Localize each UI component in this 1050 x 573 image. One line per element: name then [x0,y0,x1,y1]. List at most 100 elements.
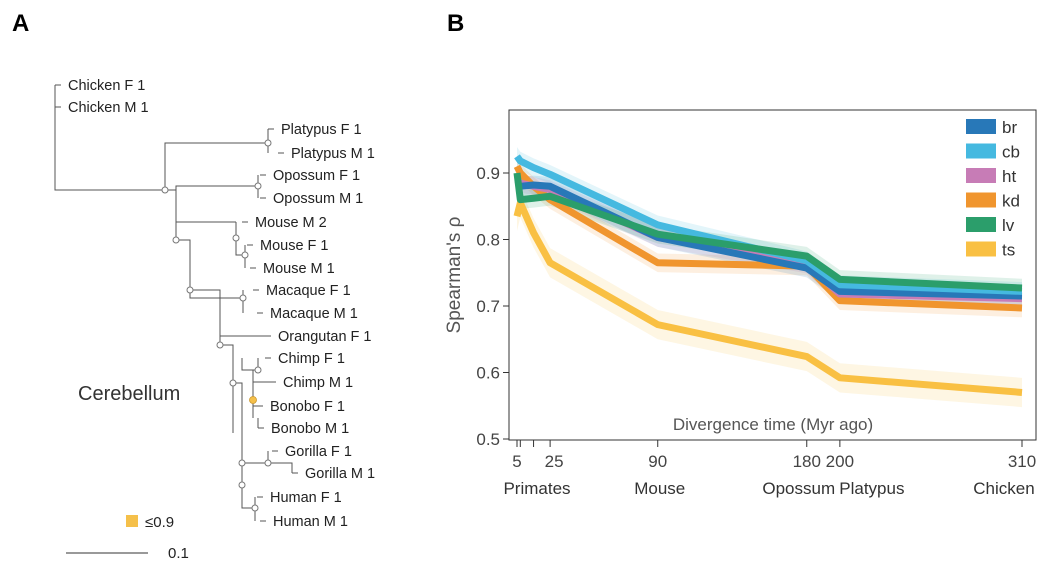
legend-label-br: br [1002,118,1017,137]
y-axis: 0.5 0.6 0.7 0.8 0.9 [476,164,509,449]
tree-tip-label: Mouse M 1 [263,261,335,277]
tree-branch [175,221,236,240]
tree-branch [241,358,259,371]
x-tick-label: 25 [545,452,564,471]
x-tick-label: 5 [512,452,521,471]
tissue-label: Cerebellum [78,383,180,405]
y-axis-title: Spearman's ρ [444,216,465,333]
category-label: Mouse [634,479,685,498]
panel-a-label: A [12,10,30,37]
tree-branches [54,84,298,522]
y-tick-label: 0.8 [476,231,500,250]
panel-b-label: B [447,10,465,37]
tree-branch [165,189,177,240]
tree-branch [242,451,269,464]
tree-tip-label: Platypus M 1 [291,146,375,162]
tree-node [232,234,240,242]
tree-node [216,341,224,349]
tree-node [186,286,194,294]
tree-branch [54,85,165,191]
legend-label-ht: ht [1002,167,1016,186]
tree-branch [252,369,258,418]
band-ts [517,188,1022,408]
tree-node [251,504,259,512]
x-tick-label: 90 [648,452,667,471]
tree-tip-label: Chimp M 1 [283,375,353,391]
legend-label-lv: lv [1002,216,1015,235]
series-line-ht [514,177,1023,303]
x-axis: 5 25 90 180 200 310 [512,440,1036,471]
tree-node [254,182,262,190]
tree-branch [189,290,244,299]
tree-tip-label: Bonobo M 1 [271,421,349,437]
band-kd [517,157,1022,318]
tree-tip-labels: Chicken F 1 Chicken M 1 Platypus F 1 Platyp… [68,78,375,530]
legend-label-ts: ts [1002,241,1015,260]
tree-tip-label: Platypus F 1 [281,122,362,138]
tree-node [238,481,246,489]
tree-node [254,366,262,374]
tree-node [264,139,272,147]
bootstrap-legend-label: ≤0.9 [145,514,174,531]
category-label: Primates [503,479,570,498]
plot-frame [508,109,1037,441]
tree-node [264,459,272,467]
tree-nodes [161,139,272,512]
scale-bar-label: 0.1 [168,545,189,562]
tree-tip-label: Opossum M 1 [273,191,363,207]
tree-tip-label: Mouse M 2 [255,215,327,231]
tree-branch [241,485,255,509]
bootstrap-legend-swatch [126,515,138,527]
confidence-bands [517,147,1022,408]
legend: br cb ht kd lv ts [966,118,1020,260]
tree-branch [219,335,265,345]
band-ht [517,170,1022,308]
tree-node [172,236,180,244]
legend-swatch-cb [966,143,996,159]
legend-swatch-ht [966,168,996,183]
tree-node [239,294,247,302]
legend-swatch-br [966,119,996,134]
y-tick-label: 0.5 [476,430,500,449]
legend-label-kd: kd [1002,192,1020,211]
phylogenetic-tree: Chicken F 1 Chicken M 1 Platypus F 1 Platyp… [54,78,375,562]
tree-branch [175,185,258,190]
tree-branch [233,382,243,485]
series-line-lv [513,172,1023,292]
tree-branch [176,239,191,290]
tree-tip-label: Bonobo F 1 [270,399,345,415]
tree-tip-label: Chicken F 1 [68,78,145,94]
x-tick-label: 200 [826,452,854,471]
x-axis-title: Divergence time (Myr ago) [673,415,873,434]
y-tick-label: 0.7 [476,297,500,316]
y-tick-label: 0.6 [476,364,500,383]
tree-node [238,459,246,467]
tree-branch [164,129,269,190]
legend-label-cb: cb [1002,143,1020,162]
series-line-br [516,181,1023,300]
category-label: Platypus [839,479,904,498]
tree-tip-label: Orangutan F 1 [278,329,372,345]
tree-tip-label: Gorilla M 1 [305,466,375,482]
tree-tip-label: Human F 1 [270,490,342,506]
tree-tip-label: Human M 1 [273,514,348,530]
tree-tip-label: Mouse F 1 [260,238,329,254]
band-br [517,175,1022,306]
tree-tip-label: Gorilla F 1 [285,444,352,460]
tree-tip-label: Chimp F 1 [278,351,345,367]
tree-node [229,379,237,387]
tree-tip-label: Opossum F 1 [273,168,360,184]
x-tick-label: 310 [1008,452,1036,471]
tree-node [241,251,249,259]
low-support-node [249,396,257,404]
tree-branch [268,462,293,473]
tree-branch [220,344,234,433]
tree-tip-label: Macaque F 1 [266,283,351,299]
legend-swatch-lv [966,217,996,232]
y-tick-label: 0.9 [476,164,500,183]
band-cb [517,147,1022,301]
category-label: Chicken [973,479,1034,498]
series-line-ts [513,199,1023,396]
legend-swatch-kd [966,192,996,208]
tree-node [161,186,169,194]
